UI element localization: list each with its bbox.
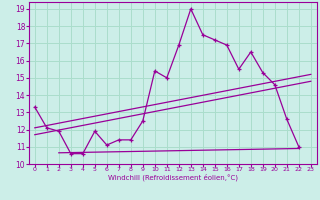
X-axis label: Windchill (Refroidissement éolien,°C): Windchill (Refroidissement éolien,°C) (108, 174, 238, 181)
